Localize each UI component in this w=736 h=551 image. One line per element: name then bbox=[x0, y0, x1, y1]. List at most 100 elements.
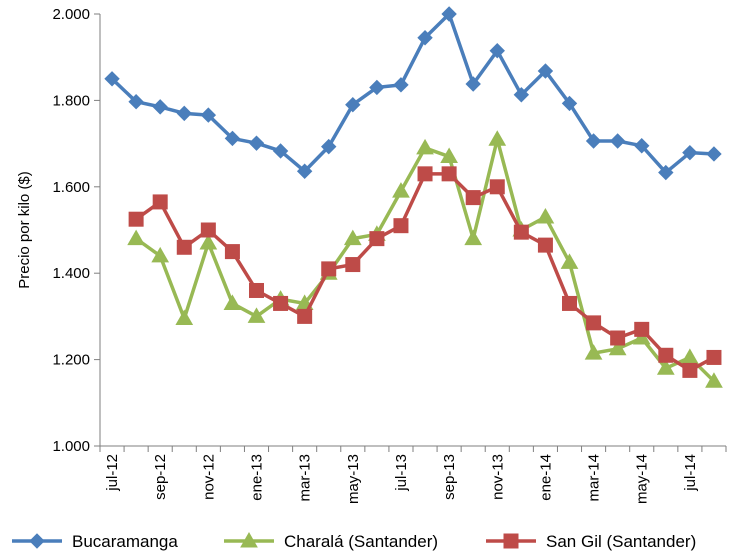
series-charal-santander bbox=[127, 130, 723, 388]
data-point bbox=[513, 224, 529, 240]
data-point bbox=[321, 138, 337, 155]
data-point bbox=[584, 344, 603, 360]
legend-item: Bucaramanga bbox=[12, 532, 178, 551]
y-tick-label: 1.000 bbox=[52, 438, 90, 455]
data-point bbox=[681, 348, 699, 364]
legend-label: Bucaramanga bbox=[72, 532, 178, 551]
y-tick-label: 1.400 bbox=[52, 265, 90, 282]
data-point bbox=[345, 97, 361, 113]
data-point bbox=[297, 308, 313, 324]
y-tick-label: 1.600 bbox=[52, 179, 90, 196]
data-point bbox=[200, 107, 217, 123]
series-bucaramanga bbox=[104, 6, 722, 181]
legend-marker bbox=[503, 533, 519, 549]
legend-marker bbox=[29, 533, 45, 549]
series-line bbox=[110, 12, 715, 175]
legend-marker bbox=[240, 531, 258, 548]
data-point bbox=[369, 231, 385, 247]
legend-label: San Gil (Santander) bbox=[546, 532, 696, 551]
data-point bbox=[104, 71, 120, 87]
data-point bbox=[392, 182, 410, 198]
data-point bbox=[176, 239, 192, 255]
data-point bbox=[489, 43, 505, 59]
data-point bbox=[417, 166, 433, 182]
data-point bbox=[585, 133, 602, 149]
data-point bbox=[706, 146, 722, 162]
data-point bbox=[465, 76, 481, 92]
data-point bbox=[608, 339, 627, 356]
data-point bbox=[249, 282, 264, 298]
x-tick-label: mar-14 bbox=[586, 454, 603, 502]
data-point bbox=[417, 30, 433, 46]
data-point bbox=[393, 77, 409, 93]
data-point bbox=[199, 233, 218, 250]
x-tick-label: ene-14 bbox=[537, 454, 554, 501]
x-tick-label: jul-14 bbox=[682, 454, 699, 492]
x-axis: jul-12 sep-12 nov-12 ene-13 mar-13 may-13 jul-… bbox=[99, 445, 727, 504]
y-tick-label: 2.000 bbox=[52, 6, 90, 23]
data-point bbox=[343, 229, 362, 246]
data-point bbox=[465, 190, 481, 206]
data-point bbox=[128, 93, 144, 110]
data-point bbox=[682, 362, 698, 378]
data-point bbox=[537, 237, 553, 253]
data-point bbox=[464, 229, 483, 246]
data-point bbox=[658, 347, 674, 363]
data-point bbox=[248, 135, 265, 151]
data-point bbox=[247, 307, 266, 323]
data-point bbox=[658, 164, 674, 181]
x-tick-label: nov-12 bbox=[200, 454, 217, 500]
data-point bbox=[705, 372, 723, 388]
data-point bbox=[127, 229, 145, 246]
y-tick-label: 1.200 bbox=[52, 352, 90, 369]
data-point bbox=[224, 130, 241, 147]
x-tick-label: sep-13 bbox=[441, 454, 458, 500]
x-tick-label: jul-12 bbox=[104, 454, 121, 492]
x-tick-label: may-13 bbox=[345, 454, 362, 504]
data-point bbox=[345, 257, 361, 273]
data-point bbox=[369, 79, 385, 96]
data-point bbox=[321, 261, 337, 277]
series-san-gil-santander bbox=[128, 166, 722, 378]
data-point bbox=[440, 147, 458, 164]
data-point bbox=[632, 328, 651, 345]
x-tick-label: mar-13 bbox=[297, 454, 314, 502]
data-point bbox=[536, 208, 555, 224]
data-point bbox=[634, 321, 650, 337]
data-point bbox=[273, 295, 289, 311]
data-point bbox=[537, 63, 554, 79]
data-point bbox=[586, 315, 602, 331]
data-point bbox=[513, 87, 530, 103]
data-point bbox=[128, 211, 144, 227]
data-point bbox=[176, 105, 192, 122]
data-point bbox=[609, 133, 626, 149]
data-point bbox=[393, 218, 409, 234]
data-point bbox=[489, 179, 505, 195]
legend: Bucaramanga Charalá (Santander) San Gil (S… bbox=[12, 531, 696, 551]
data-point bbox=[488, 130, 507, 146]
data-point bbox=[561, 95, 578, 112]
data-point bbox=[441, 166, 457, 182]
data-point bbox=[610, 330, 626, 346]
data-point bbox=[272, 143, 289, 159]
legend-item: Charalá (Santander) bbox=[224, 531, 438, 551]
data-point bbox=[224, 244, 240, 260]
legend-label: Charalá (Santander) bbox=[284, 532, 438, 551]
data-point bbox=[634, 138, 650, 154]
data-point bbox=[682, 144, 698, 161]
y-tick-label: 1.800 bbox=[52, 92, 90, 109]
data-point bbox=[560, 253, 579, 269]
data-point bbox=[223, 294, 242, 310]
data-point bbox=[441, 6, 457, 22]
data-point bbox=[296, 163, 313, 179]
x-tick-label: jul-13 bbox=[393, 454, 410, 492]
legend-item: San Gil (Santander) bbox=[486, 532, 696, 551]
data-point bbox=[562, 295, 577, 311]
x-tick-label: ene-13 bbox=[249, 454, 266, 501]
y-axis-title: Precio por kilo ($) bbox=[16, 171, 33, 289]
series-layer bbox=[104, 6, 723, 388]
data-point bbox=[656, 359, 675, 375]
data-point bbox=[200, 222, 216, 238]
x-tick-label: may-14 bbox=[634, 454, 651, 504]
